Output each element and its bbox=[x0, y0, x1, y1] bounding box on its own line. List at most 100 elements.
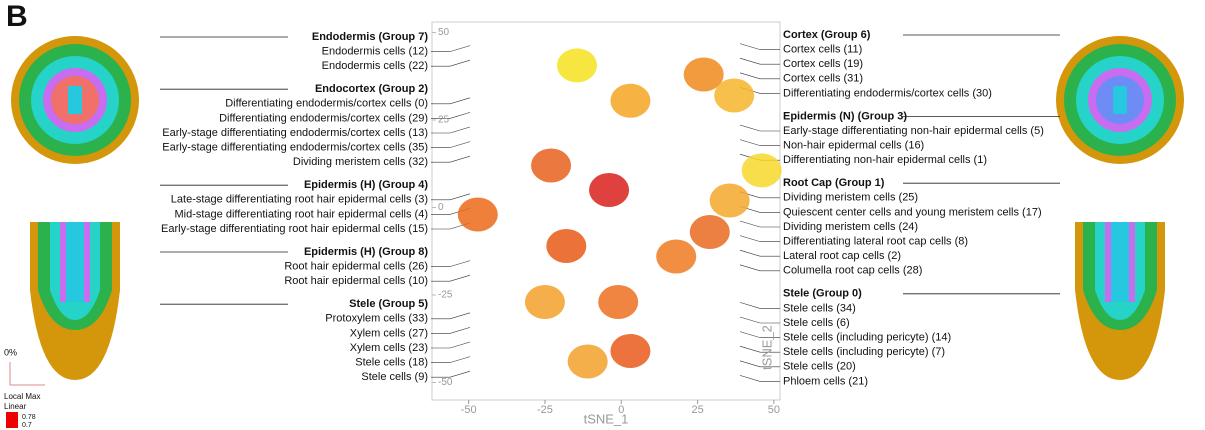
group-title: Root Cap (Group 1) bbox=[783, 177, 885, 189]
cluster-leader bbox=[431, 327, 470, 333]
cluster-leader bbox=[740, 125, 780, 131]
x-tick-label: 50 bbox=[768, 404, 780, 416]
cluster-leader bbox=[740, 375, 780, 381]
cluster bbox=[610, 334, 650, 368]
group-title: Epidermis (N) (Group 3) bbox=[783, 110, 907, 122]
cluster-leader bbox=[431, 46, 470, 52]
cluster-leader bbox=[740, 73, 780, 79]
cluster bbox=[742, 153, 782, 187]
legend-zero: 0% bbox=[4, 347, 17, 357]
cluster-label: Stele cells (34) bbox=[783, 302, 856, 314]
cluster-label: Cortex cells (19) bbox=[783, 58, 863, 70]
cluster-leader bbox=[431, 261, 470, 267]
cluster-label: Phloem cells (21) bbox=[783, 375, 868, 387]
cluster-label: Stele cells (including pericyte) (14) bbox=[783, 332, 951, 344]
cluster-leader bbox=[431, 313, 470, 319]
cluster-label: Late-stage differentiating root hair epi… bbox=[171, 194, 428, 206]
cluster bbox=[610, 84, 650, 118]
cluster-label: Cortex cells (11) bbox=[783, 44, 862, 56]
group-title: Endocortex (Group 2) bbox=[315, 83, 428, 95]
root-cross-section-left bbox=[11, 36, 139, 164]
cluster-label: Endodermis cells (12) bbox=[322, 46, 428, 58]
y-tick-label: 0 bbox=[438, 202, 444, 213]
cluster bbox=[546, 229, 586, 263]
cluster-label: Mid-stage differentiating root hair epid… bbox=[174, 208, 428, 220]
x-axis-title: tSNE_1 bbox=[584, 411, 629, 426]
cluster-leader bbox=[740, 58, 780, 64]
cluster-leader bbox=[431, 275, 470, 281]
cluster-label: Root hair epidermal cells (26) bbox=[284, 261, 428, 273]
x-tick-label: 25 bbox=[691, 404, 703, 416]
cluster-label: Stele cells (18) bbox=[355, 357, 428, 369]
cluster bbox=[710, 184, 750, 218]
cluster-leader bbox=[431, 112, 470, 118]
cluster bbox=[458, 198, 498, 232]
cluster-leader bbox=[740, 265, 780, 271]
cluster-label: Differentiating lateral root cap cells (… bbox=[783, 236, 968, 248]
cluster bbox=[690, 215, 730, 249]
y-tick-label: -50 bbox=[438, 377, 453, 388]
group-title: Stele (Group 5) bbox=[349, 298, 428, 310]
cluster-leader bbox=[740, 140, 780, 146]
y-tick-label: 25 bbox=[438, 115, 450, 126]
cluster-label: Stele cells (9) bbox=[361, 371, 428, 383]
color-legend: 0% Local Max Linear 0.78 0.7 bbox=[4, 347, 45, 428]
cluster-label: Early-stage differentiating endodermis/c… bbox=[162, 127, 428, 139]
cluster-label: Lateral root cap cells (2) bbox=[783, 250, 901, 262]
panel-label: B bbox=[6, 0, 28, 33]
cluster-label: Xylem cells (23) bbox=[350, 342, 428, 354]
cluster bbox=[568, 345, 608, 379]
cluster-leader bbox=[431, 127, 470, 133]
cluster-label: Differentiating endodermis/cortex cells … bbox=[225, 98, 428, 110]
y-tick-label: -25 bbox=[438, 290, 453, 301]
cluster bbox=[598, 285, 638, 319]
group-title: Epidermis (H) (Group 4) bbox=[304, 179, 428, 191]
root-cross-section-right bbox=[1056, 36, 1184, 164]
cluster-leader bbox=[431, 194, 470, 200]
cluster-label: Dividing meristem cells (24) bbox=[783, 221, 918, 233]
cluster-label: Stele cells (6) bbox=[783, 317, 850, 329]
cluster-label: Stele cells (20) bbox=[783, 361, 856, 373]
group-title: Epidermis (H) (Group 8) bbox=[304, 246, 428, 258]
cluster-label: Differentiating endodermis/cortex cells … bbox=[219, 112, 428, 124]
cluster-label: Root hair epidermal cells (10) bbox=[284, 275, 428, 287]
cluster-label: Quiescent center cells and young meriste… bbox=[783, 206, 1042, 218]
cluster-leader bbox=[740, 44, 780, 50]
y-tick-label: 50 bbox=[438, 27, 450, 38]
cluster-label: Columella root cap cells (28) bbox=[783, 265, 922, 277]
legend-scale: Linear bbox=[4, 402, 27, 411]
cluster-leader bbox=[431, 142, 470, 148]
cluster-leader bbox=[431, 342, 470, 348]
cluster-label: Non-hair epidermal cells (16) bbox=[783, 140, 924, 152]
legend-tick: 0.78 bbox=[22, 414, 36, 421]
cluster-label: Early-stage differentiating non-hair epi… bbox=[783, 125, 1044, 137]
cluster-leader bbox=[740, 221, 780, 227]
x-tick-label: -25 bbox=[537, 404, 553, 416]
root-longitudinal-left bbox=[30, 222, 120, 380]
cluster-label: Early-stage differentiating endodermis/c… bbox=[162, 142, 428, 154]
cluster-leader bbox=[740, 250, 780, 256]
cluster-leader bbox=[740, 236, 780, 242]
legend-title: Local Max bbox=[4, 392, 40, 401]
cluster bbox=[525, 285, 565, 319]
y-axis-title: tSNE_2 bbox=[759, 325, 774, 370]
cluster-label: Protoxylem cells (33) bbox=[325, 313, 428, 325]
cluster-label: Dividing meristem cells (32) bbox=[293, 156, 428, 168]
group-title: Cortex (Group 6) bbox=[783, 29, 871, 41]
group-title: Stele (Group 0) bbox=[783, 288, 862, 300]
cluster-leader bbox=[740, 302, 780, 308]
legend-tick: 0.7 bbox=[22, 422, 32, 429]
cluster-label: Differentiating non-hair epidermal cells… bbox=[783, 154, 987, 166]
cluster-leader bbox=[431, 98, 470, 104]
cluster-leader bbox=[431, 156, 470, 162]
cluster-label: Xylem cells (27) bbox=[350, 327, 428, 339]
cluster-label: Early-stage differentiating root hair ep… bbox=[161, 223, 428, 235]
cluster-leader bbox=[431, 60, 470, 66]
cluster bbox=[589, 173, 629, 207]
cluster-label: Endodermis cells (22) bbox=[322, 60, 428, 72]
figure: B 0% Local Max Linear 0.78 bbox=[0, 0, 1205, 430]
cluster bbox=[656, 240, 696, 274]
cluster-label: Cortex cells (31) bbox=[783, 73, 863, 85]
root-longitudinal-right bbox=[1075, 222, 1165, 380]
cluster bbox=[557, 48, 597, 82]
